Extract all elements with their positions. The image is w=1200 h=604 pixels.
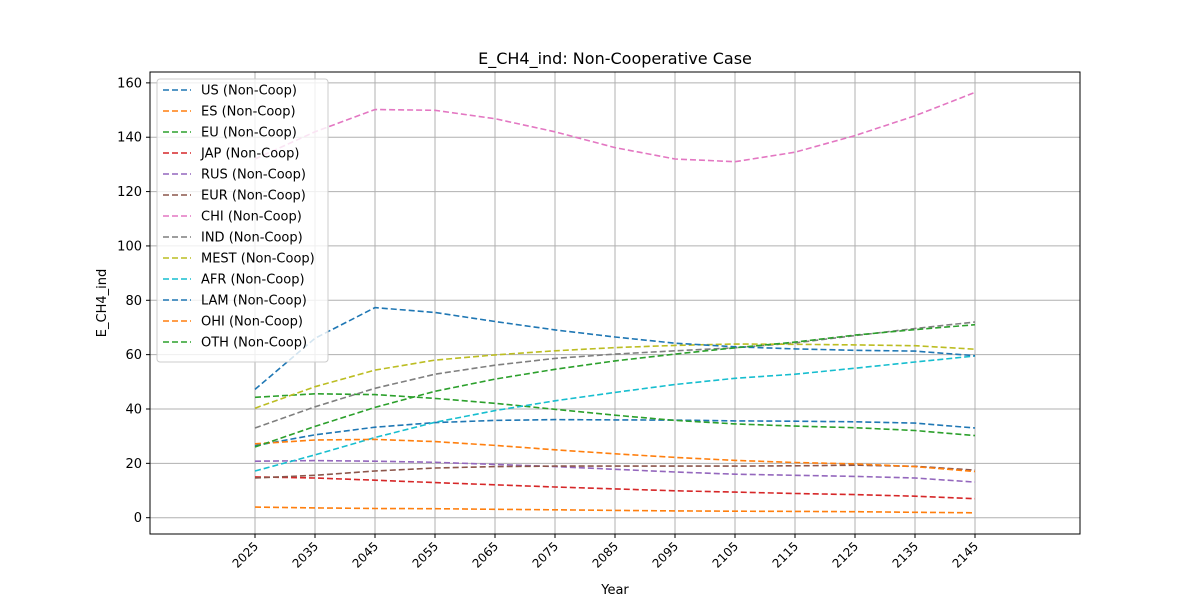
series-lines bbox=[254, 91, 976, 514]
series-line-4 bbox=[254, 459, 976, 483]
legend-label: MEST (Non-Coop) bbox=[201, 252, 315, 267]
series-line-0 bbox=[254, 418, 976, 447]
series-line-12 bbox=[254, 323, 976, 448]
series-line-7 bbox=[254, 321, 976, 429]
series-line-3 bbox=[254, 476, 976, 500]
y-tick-label: 140 bbox=[117, 131, 142, 146]
chart-title: E_CH4_ind: Non-Cooperative Case bbox=[478, 49, 752, 69]
legend-label: IND (Non-Coop) bbox=[201, 231, 303, 246]
series-line-8 bbox=[254, 343, 976, 409]
legend-label: JAP (Non-Coop) bbox=[200, 147, 299, 162]
legend-label: LAM (Non-Coop) bbox=[201, 294, 307, 309]
y-tick-label: 160 bbox=[117, 76, 142, 91]
legend: US (Non-Coop) ES (Non-Coop) EU (Non-Coop) J… bbox=[156, 78, 329, 363]
y-tick-label: 0 bbox=[134, 511, 142, 526]
legend-label: OTH (Non-Coop) bbox=[201, 336, 307, 351]
legend-label: EUR (Non-Coop) bbox=[201, 189, 306, 204]
y-axis-ticks: 0 20 40 60 80 100 120 140 160 bbox=[117, 76, 150, 526]
grid bbox=[150, 72, 1080, 534]
series-line-2 bbox=[254, 392, 976, 437]
y-tick-label: 100 bbox=[117, 239, 142, 254]
y-tick-label: 120 bbox=[117, 185, 142, 200]
x-axis-label: Year bbox=[600, 583, 629, 598]
y-axis-label: E_CH4_ind bbox=[95, 269, 110, 337]
y-tick-label: 20 bbox=[125, 457, 142, 472]
legend-label: EU (Non-Coop) bbox=[201, 126, 297, 141]
legend-label: AFR (Non-Coop) bbox=[201, 273, 305, 288]
legend-label: ES (Non-Coop) bbox=[201, 105, 296, 120]
legend-label: US (Non-Coop) bbox=[201, 84, 297, 99]
y-tick-label: 40 bbox=[125, 402, 142, 417]
series-line-10 bbox=[254, 306, 976, 391]
series-line-9 bbox=[254, 355, 976, 472]
y-tick-label: 80 bbox=[125, 294, 142, 309]
legend-box bbox=[156, 78, 329, 363]
legend-label: RUS (Non-Coop) bbox=[201, 168, 306, 183]
y-tick-label: 60 bbox=[125, 348, 142, 363]
legend-label: OHI (Non-Coop) bbox=[201, 315, 303, 330]
series-line-5 bbox=[254, 464, 976, 479]
series-line-1 bbox=[254, 506, 976, 514]
series-line-6 bbox=[254, 91, 976, 163]
series-line-11 bbox=[254, 438, 976, 473]
legend-label: CHI (Non-Coop) bbox=[201, 210, 302, 225]
